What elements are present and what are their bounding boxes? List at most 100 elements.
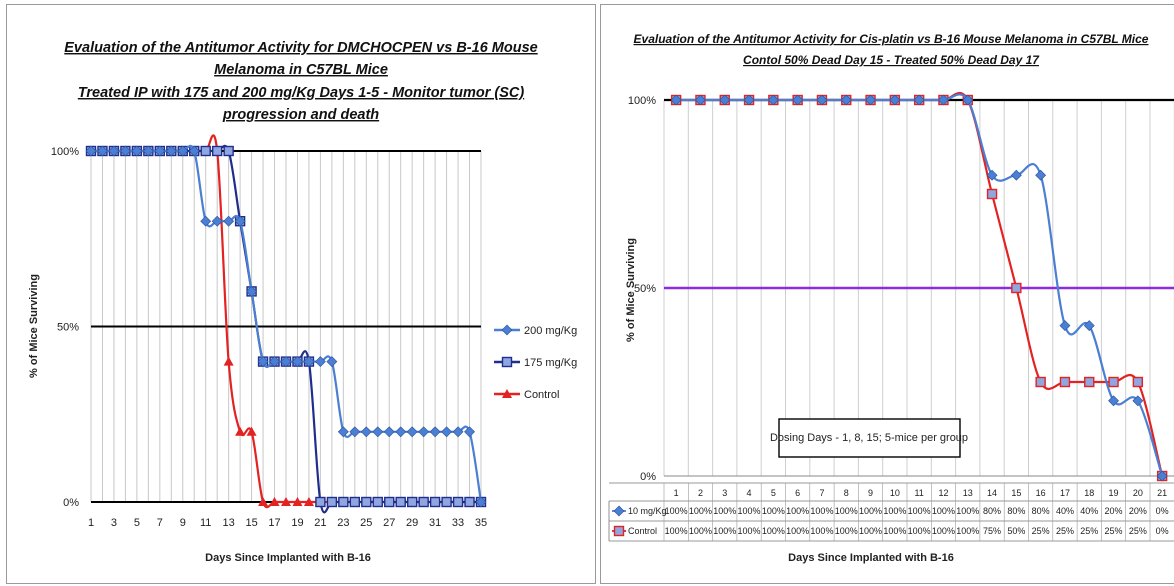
data-point [246, 285, 258, 297]
legend-label: 200 mg/Kg [524, 325, 577, 337]
table-header-cell: 20 [1133, 488, 1143, 498]
table-value-cell: 100% [665, 526, 688, 536]
data-point [235, 426, 246, 436]
x-tick-label: 9 [180, 517, 186, 529]
data-point [223, 356, 234, 366]
data-point [1059, 320, 1071, 332]
data-point [418, 496, 429, 508]
table-header-cell: 15 [1011, 488, 1021, 498]
y-tick-label: 100% [51, 146, 79, 158]
table-header-cell: 12 [938, 488, 948, 498]
x-tick-label: 17 [268, 517, 280, 529]
table-value-cell: 100% [762, 526, 785, 536]
table-legend-marker [613, 505, 625, 517]
table-value-cell: 75% [983, 526, 1001, 536]
x-tick-label: 19 [291, 517, 303, 529]
data-point [406, 496, 418, 508]
data-point [913, 94, 925, 106]
y-tick-label: 50% [634, 283, 656, 295]
data-point [383, 426, 395, 438]
data-point [938, 94, 949, 106]
table-value-cell: 100% [835, 506, 858, 516]
legend-marker [501, 356, 513, 368]
data-point [840, 94, 852, 106]
chart-panel-dmchocpen: Evaluation of the Antitumor Activity for… [6, 4, 596, 584]
data-point [986, 169, 998, 181]
table-value-cell: 100% [932, 506, 955, 516]
chart-cisplatin: Evaluation of the Antitumor Activity for… [608, 32, 1174, 564]
table-value-cell: 40% [1056, 506, 1074, 516]
data-point [986, 188, 998, 200]
x-tick-label: 35 [475, 517, 487, 529]
data-point [464, 496, 475, 508]
table-header-cell: 10 [890, 488, 900, 498]
data-point [452, 426, 464, 438]
data-point [188, 145, 200, 157]
y-axis-label: % of Mice Surviving [625, 238, 637, 342]
table-header-cell: 6 [795, 488, 800, 498]
table-header-cell: 9 [868, 488, 873, 498]
data-point [1132, 376, 1144, 388]
data-point [85, 145, 97, 157]
data-point [865, 94, 876, 106]
table-value-cell: 100% [689, 526, 712, 536]
table-header-cell: 11 [914, 488, 923, 498]
data-point [246, 426, 257, 436]
table-header-cell: 13 [963, 488, 973, 498]
table-value-cell: 80% [1007, 506, 1025, 516]
data-point [395, 426, 407, 438]
data-point [441, 426, 453, 438]
data-point [406, 426, 418, 438]
y-axis-label: % of Mice Surviving [28, 274, 40, 378]
table-legend-marker [613, 525, 625, 537]
x-tick-label: 5 [134, 517, 140, 529]
data-point [395, 496, 406, 508]
chart-title-line: Treated IP with 175 and 200 mg/Kg Days 1… [78, 85, 525, 101]
table-value-cell: 100% [665, 506, 688, 516]
table-value-cell: 100% [956, 526, 979, 536]
y-tick-label: 0% [640, 471, 656, 483]
x-tick-label: 11 [200, 517, 211, 529]
table-value-cell: 100% [713, 526, 736, 536]
legend-label: Control [524, 389, 559, 401]
data-point [1011, 282, 1022, 294]
data-point [816, 94, 828, 106]
data-point [280, 356, 292, 368]
x-tick-label: 31 [429, 517, 441, 529]
y-tick-label: 50% [57, 322, 79, 334]
data-point [349, 426, 361, 438]
table-value-cell: 100% [713, 506, 736, 516]
data-point [281, 497, 291, 506]
data-point [719, 94, 731, 106]
chart-title-line: Evaluation of the Antitumor Activity for… [64, 40, 537, 56]
table-series-name: 10 mg/Kg [628, 506, 667, 516]
x-tick-label: 15 [245, 517, 257, 529]
data-point [372, 426, 384, 438]
x-tick-label: 7 [157, 517, 163, 529]
data-point [303, 356, 315, 368]
data-point [743, 94, 755, 106]
x-tick-label: 27 [383, 517, 395, 529]
data-point [326, 496, 338, 508]
table-header-cell: 21 [1157, 488, 1167, 498]
legend-label: 175 mg/Kg [524, 357, 577, 369]
table-value-cell: 20% [1129, 506, 1147, 516]
table-value-cell: 100% [810, 526, 833, 536]
data-point [670, 94, 682, 106]
annotation-box [778, 418, 961, 458]
data-point [315, 496, 326, 508]
table-value-cell: 25% [1129, 526, 1147, 536]
chart-panel-cisplatin: Evaluation of the Antitumor Activity for… [600, 4, 1174, 584]
table-value-cell: 100% [932, 526, 955, 536]
data-point [418, 426, 430, 438]
table-header-cell: 5 [771, 488, 776, 498]
y-tick-label: 100% [628, 95, 656, 107]
x-tick-label: 21 [314, 517, 326, 529]
table-value-cell: 100% [786, 526, 809, 536]
table-value-cell: 100% [956, 506, 979, 516]
data-point [211, 215, 223, 227]
table-value-cell: 100% [810, 506, 833, 516]
data-point [97, 145, 108, 157]
table-value-cell: 80% [983, 506, 1001, 516]
data-point [154, 145, 166, 157]
